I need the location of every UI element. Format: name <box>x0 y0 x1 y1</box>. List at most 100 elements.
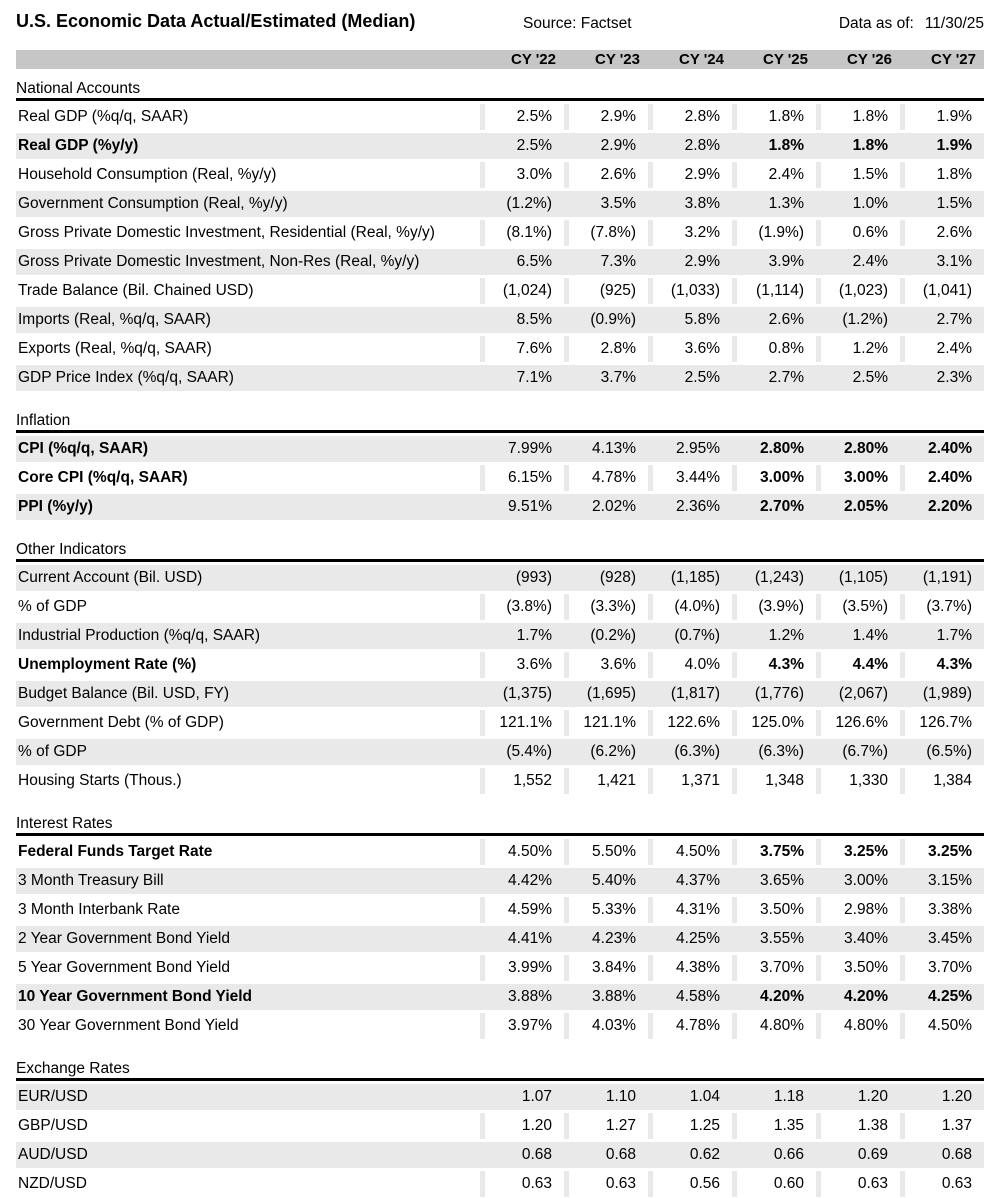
value-cell: 2.9% <box>564 104 648 130</box>
table-row: 30 Year Government Bond Yield 3.97% 4.03% 4… <box>16 1010 984 1039</box>
value-cell: 1.20 <box>816 1084 900 1110</box>
row-label: EUR/USD <box>18 1088 88 1105</box>
section-rule <box>16 559 984 562</box>
value-cell: 3.7% <box>564 365 648 391</box>
value-cell: 2.8% <box>648 133 732 159</box>
value-cell: 2.9% <box>648 162 732 188</box>
value-cell: 5.33% <box>564 897 648 923</box>
table-row: Imports (Real, %q/q, SAAR) 8.5% (0.9%) 5.8%… <box>16 304 984 333</box>
value-cell: (4.0%) <box>648 594 732 620</box>
table-row: Gross Private Domestic Investment, Resid… <box>16 217 984 246</box>
row-label: GDP Price Index (%q/q, SAAR) <box>18 369 234 386</box>
table-row: GDP Price Index (%q/q, SAAR) 7.1% 3.7% 2.5%… <box>16 362 984 391</box>
value-cell: 0.68 <box>480 1142 564 1168</box>
value-cell: 3.9% <box>732 249 816 275</box>
value-cell: 1.8% <box>816 133 900 159</box>
table-row: Gross Private Domestic Investment, Non-R… <box>16 246 984 275</box>
value-cell: 3.75% <box>732 839 816 865</box>
row-label: PPI (%y/y) <box>18 498 93 515</box>
value-cell: (3.8%) <box>480 594 564 620</box>
section: Inflation CPI (%q/q, SAAR) 7.99% 4.13% 2.95%… <box>16 411 984 520</box>
value-cell: 0.6% <box>816 220 900 246</box>
value-cell: 2.6% <box>564 162 648 188</box>
value-cell: 4.3% <box>900 652 984 678</box>
value-cell: 5.8% <box>648 307 732 333</box>
table-row: NZD/USD 0.63 0.63 0.56 0.60 0.63 0.63 <box>16 1168 984 1197</box>
value-cell: 1.37 <box>900 1113 984 1139</box>
value-cell: 3.6% <box>648 336 732 362</box>
value-cell: (6.2%) <box>564 739 648 765</box>
value-cell: 1.18 <box>732 1084 816 1110</box>
table-row: 2 Year Government Bond Yield 4.41% 4.23% 4.… <box>16 923 984 952</box>
table-row: Exports (Real, %q/q, SAAR) 7.6% 2.8% 3.6% 0.… <box>16 333 984 362</box>
row-label: 3 Month Treasury Bill <box>18 872 164 889</box>
data-as-of-value: 11/30/25 <box>924 15 984 32</box>
value-cell: 2.05% <box>816 494 900 520</box>
value-cell: 4.31% <box>648 897 732 923</box>
report-header: U.S. Economic Data Actual/Estimated (Med… <box>16 0 984 50</box>
row-label: 2 Year Government Bond Yield <box>18 930 230 947</box>
column-header-spacer <box>16 50 480 69</box>
value-cell: 7.3% <box>564 249 648 275</box>
value-cell: 2.36% <box>648 494 732 520</box>
value-cell: 1.04 <box>648 1084 732 1110</box>
value-cell: 1.35 <box>732 1113 816 1139</box>
section-title: Other Indicators <box>16 541 127 558</box>
table-row: Government Consumption (Real, %y/y) (1.2%… <box>16 188 984 217</box>
value-cell: 0.68 <box>564 1142 648 1168</box>
value-cell: 2.3% <box>900 365 984 391</box>
row-label: Real GDP (%q/q, SAAR) <box>18 108 189 125</box>
value-cell: 1.9% <box>900 133 984 159</box>
value-cell: 4.23% <box>564 926 648 952</box>
value-cell: 3.44% <box>648 465 732 491</box>
value-cell: 0.60 <box>732 1171 816 1197</box>
column-header-cell: CY '25 <box>763 51 808 68</box>
row-label: Real GDP (%y/y) <box>18 137 139 154</box>
value-cell: 3.55% <box>732 926 816 952</box>
value-cell: (8.1%) <box>480 220 564 246</box>
value-cell: (3.7%) <box>900 594 984 620</box>
row-label: 3 Month Interbank Rate <box>18 901 180 918</box>
section-title: Inflation <box>16 412 71 429</box>
value-cell: 5.40% <box>564 868 648 894</box>
value-cell: 8.5% <box>480 307 564 333</box>
value-cell: (1,243) <box>732 565 816 591</box>
value-cell: (2,067) <box>816 681 900 707</box>
value-cell: 0.68 <box>900 1142 984 1168</box>
value-cell: 4.50% <box>648 839 732 865</box>
table-row: Real GDP (%q/q, SAAR) 2.5% 2.9% 2.8% 1.8% 1.8… <box>16 101 984 130</box>
column-header-cell: CY '26 <box>847 51 892 68</box>
section: Other Indicators Current Account (Bil. US… <box>16 540 984 794</box>
value-cell: 7.1% <box>480 365 564 391</box>
value-cell: 121.1% <box>480 710 564 736</box>
row-label: GBP/USD <box>18 1117 88 1134</box>
value-cell: 6.5% <box>480 249 564 275</box>
value-cell: 3.70% <box>732 955 816 981</box>
value-cell: 2.4% <box>816 249 900 275</box>
section: National Accounts Real GDP (%q/q, SAAR) 2.… <box>16 79 984 391</box>
value-cell: 1,330 <box>816 768 900 794</box>
value-cell: (1,185) <box>648 565 732 591</box>
value-cell: (1,817) <box>648 681 732 707</box>
value-cell: (5.4%) <box>480 739 564 765</box>
value-cell: (3.9%) <box>732 594 816 620</box>
value-cell: (1,041) <box>900 278 984 304</box>
value-cell: (0.9%) <box>564 307 648 333</box>
value-cell: 1.8% <box>816 104 900 130</box>
value-cell: 3.00% <box>732 465 816 491</box>
section-rule <box>16 833 984 836</box>
table-row: Industrial Production (%q/q, SAAR) 1.7% (0… <box>16 620 984 649</box>
value-cell: 1.3% <box>732 191 816 217</box>
value-cell: (1,191) <box>900 565 984 591</box>
value-cell: 1,421 <box>564 768 648 794</box>
value-cell: 1.0% <box>816 191 900 217</box>
value-cell: 122.6% <box>648 710 732 736</box>
value-cell: (6.3%) <box>732 739 816 765</box>
value-cell: 4.25% <box>900 984 984 1010</box>
row-label: 30 Year Government Bond Yield <box>18 1017 239 1034</box>
column-header-band: CY '22 CY '23 CY '24 CY '25 CY '26 CY '27 <box>16 50 984 69</box>
value-cell: 126.6% <box>816 710 900 736</box>
value-cell: (7.8%) <box>564 220 648 246</box>
value-cell: 1.20 <box>480 1113 564 1139</box>
